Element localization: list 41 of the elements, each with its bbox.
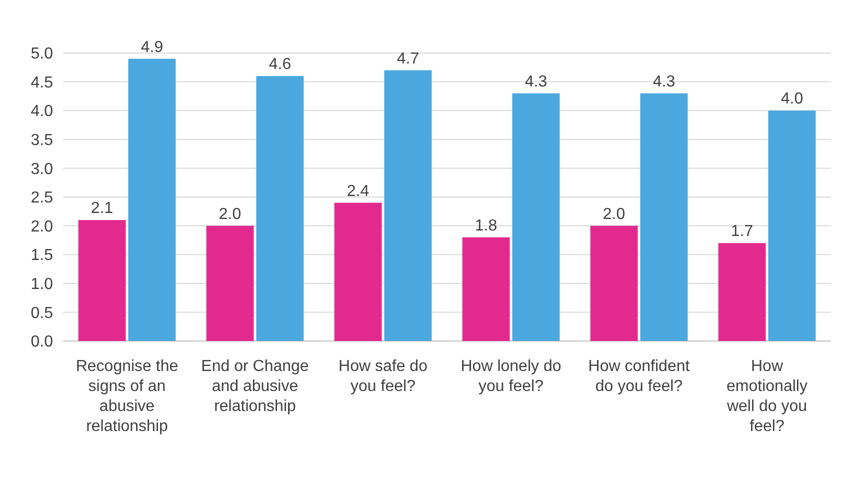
data-label: 4.7 — [396, 50, 420, 68]
data-label: 2.0 — [218, 206, 242, 223]
data-label: 4.3 — [524, 73, 548, 90]
y-tick-label: 1.0 — [30, 276, 54, 293]
bar — [768, 110, 816, 341]
data-label: 1.7 — [730, 223, 754, 240]
x-tick-label: How lonely do you feel? — [460, 358, 562, 395]
y-tick-label: 3.5 — [30, 132, 54, 149]
bar — [512, 93, 560, 341]
data-label: 4.0 — [780, 90, 804, 108]
data-label: 2.0 — [602, 206, 626, 223]
x-tick-label: Recognise the signs of an abusive relationship — [76, 358, 178, 435]
bar — [78, 220, 126, 341]
y-tick-label: 4.0 — [30, 103, 54, 120]
data-label: 1.8 — [474, 217, 498, 234]
bar — [590, 226, 638, 341]
y-tick-label: 0.0 — [30, 334, 54, 351]
y-tick-label: 5.0 — [30, 46, 54, 63]
y-tick-label: 3.0 — [30, 160, 54, 178]
x-tick-label: How confident do you feel? — [588, 358, 690, 395]
data-label: 2.1 — [90, 200, 114, 218]
bar — [718, 243, 766, 341]
bar — [206, 226, 254, 341]
bar — [128, 58, 176, 341]
data-label: 4.3 — [652, 73, 676, 90]
bar — [256, 76, 304, 341]
data-label: 4.6 — [268, 56, 292, 74]
data-label: 2.4 — [346, 182, 370, 200]
x-tick-label: How safe do you feel? — [338, 358, 428, 395]
y-tick-label: 1.5 — [30, 247, 54, 264]
data-label: 4.9 — [140, 38, 164, 56]
y-tick-label: 2.5 — [30, 190, 54, 207]
bar — [334, 202, 382, 341]
x-tick-label: How emotionally well do you feel? — [726, 358, 808, 435]
y-tick-label: 4.5 — [30, 74, 54, 92]
bar — [462, 237, 510, 341]
y-tick-label: 0.5 — [30, 304, 54, 322]
x-tick-label: End or Change and abusive relationship — [201, 358, 309, 415]
bar — [640, 93, 688, 341]
bar — [384, 70, 432, 341]
y-tick-label: 2.0 — [30, 218, 54, 236]
